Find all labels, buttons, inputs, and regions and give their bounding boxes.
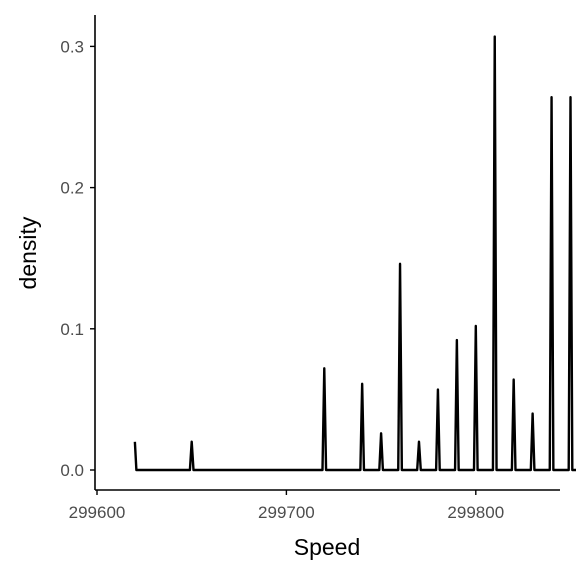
y-axis-title: density: [15, 216, 41, 289]
x-tick-label: 299600: [69, 503, 126, 522]
x-tick-label: 299700: [258, 503, 315, 522]
density-line: [133, 35, 576, 472]
x-axis-ticks: 299600299700299800299900300000: [69, 490, 504, 522]
x-axis-title: Speed: [294, 534, 361, 560]
y-tick-label: 0.0: [60, 461, 84, 480]
y-axis-ticks: 0.0 0.1 0.2 0.3: [60, 37, 95, 480]
y-tick-label: 0.1: [60, 320, 84, 339]
x-tick-label: 299800: [447, 503, 504, 522]
y-tick-label: 0.3: [60, 37, 84, 56]
y-tick-label: 0.2: [60, 179, 84, 198]
plot-area: [133, 35, 576, 472]
